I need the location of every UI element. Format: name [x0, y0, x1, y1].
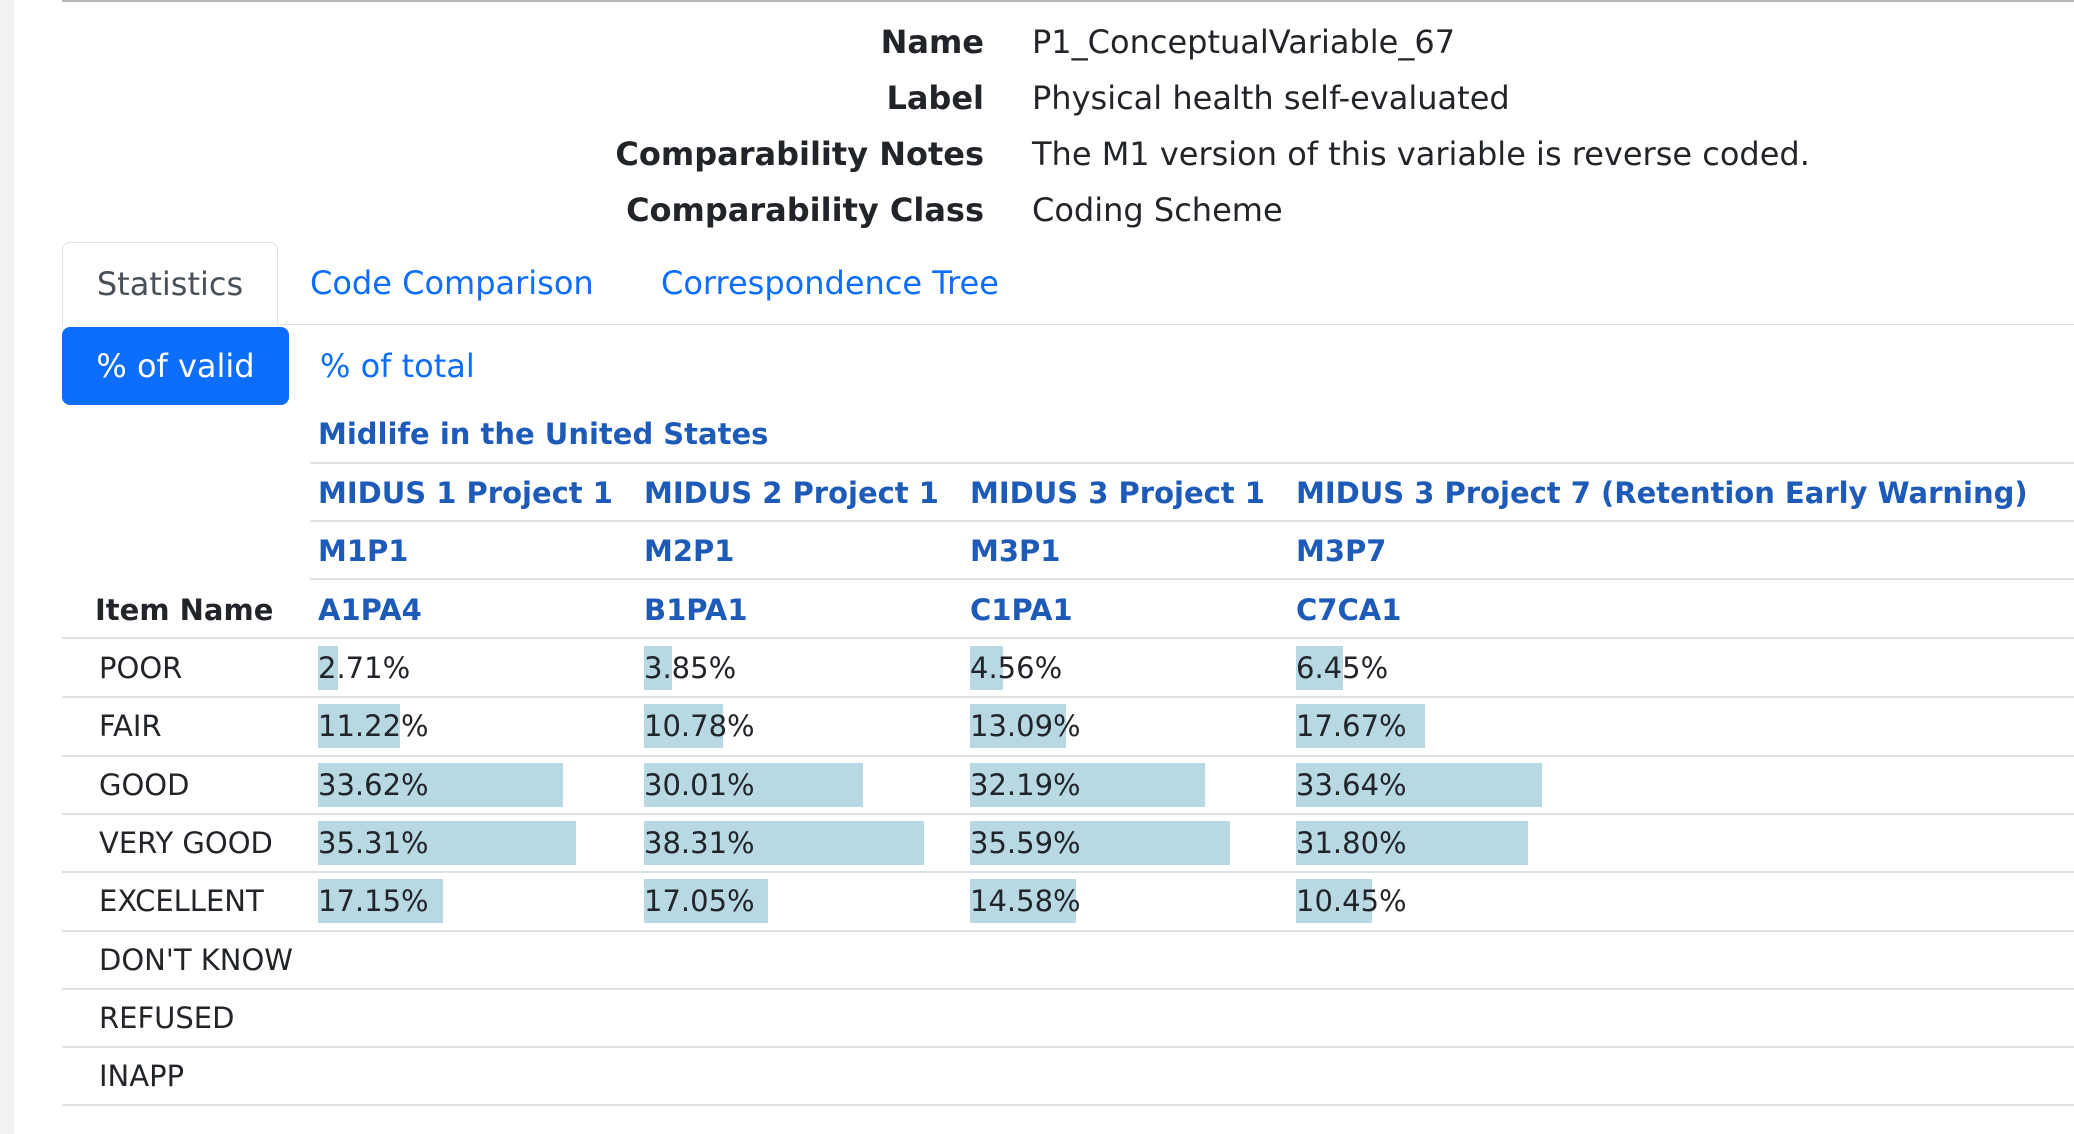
variable-header-2: B1PA1: [644, 593, 748, 627]
percent-value: 30.01%: [644, 768, 755, 802]
page-left-gutter: [0, 0, 14, 1134]
percent-bar: [970, 763, 1205, 807]
item-name-header: Item Name: [95, 593, 274, 627]
study-header: Midlife in the United States: [318, 417, 769, 451]
percent-bar: [318, 704, 400, 748]
percent-value: 33.62%: [318, 768, 429, 802]
percent-bar: [970, 879, 1076, 923]
percent-value: 14.58%: [970, 884, 1081, 918]
percent-bar: [970, 646, 1003, 690]
meta-row-notes: Comparability Notes The M1 version of th…: [0, 126, 2074, 182]
code-header-rule: [310, 578, 2074, 580]
percent-bar: [644, 704, 723, 748]
project-header-rule: [310, 520, 2074, 522]
study-header-rule: [310, 462, 2074, 464]
row-label: INAPP: [99, 1059, 185, 1093]
row-divider: [62, 1104, 2074, 1106]
code-header-4: M3P7: [1296, 534, 1387, 568]
meta-row-label: Label Physical health self-evaluated: [0, 70, 2074, 126]
project-header-2: MIDUS 2 Project 1: [644, 476, 939, 510]
percent-bar: [1296, 879, 1372, 923]
row-divider: [62, 755, 2074, 757]
row-divider: [62, 930, 2074, 932]
variable-header-1: A1PA4: [318, 593, 422, 627]
meta-key-name: Name: [880, 23, 984, 61]
top-divider: [62, 0, 2074, 2]
meta-key-notes: Comparability Notes: [615, 135, 984, 173]
percent-value: 10.45%: [1296, 884, 1407, 918]
tab-correspondence-tree[interactable]: Correspondence Tree: [661, 264, 999, 302]
pill-percent-valid[interactable]: % of valid: [62, 327, 289, 405]
percent-bar: [644, 763, 863, 807]
percent-value: 35.59%: [970, 826, 1081, 860]
percent-value: 35.31%: [318, 826, 429, 860]
row-label: DON'T KNOW: [99, 943, 293, 977]
row-label: EXCELLENT: [99, 884, 264, 918]
pill-percent-total[interactable]: % of total: [320, 347, 475, 385]
meta-val-class: Coding Scheme: [1032, 191, 1283, 229]
variable-header-3: C1PA1: [970, 593, 1073, 627]
tab-code-comparison[interactable]: Code Comparison: [310, 264, 594, 302]
meta-key-class: Comparability Class: [626, 191, 984, 229]
percent-value: 11.22%: [318, 709, 429, 743]
percent-value: 38.31%: [644, 826, 755, 860]
percent-value: 3.85%: [644, 651, 737, 685]
row-divider: [62, 1046, 2074, 1048]
percent-bar: [644, 646, 672, 690]
project-header-3: MIDUS 3 Project 1: [970, 476, 1265, 510]
percent-value: 4.56%: [970, 651, 1063, 685]
percent-bar: [644, 821, 924, 865]
percent-bar: [318, 879, 443, 923]
percent-bar: [644, 879, 768, 923]
row-label: VERY GOOD: [99, 826, 273, 860]
code-header-3: M3P1: [970, 534, 1061, 568]
project-header-4: MIDUS 3 Project 7 (Retention Early Warni…: [1296, 476, 2028, 510]
percent-bar: [318, 763, 563, 807]
percent-bar: [1296, 821, 1528, 865]
meta-val-label: Physical health self-evaluated: [1032, 79, 1510, 117]
code-header-1: M1P1: [318, 534, 409, 568]
percent-value: 2.71%: [318, 651, 411, 685]
percent-value: 17.05%: [644, 884, 755, 918]
meta-row-class: Comparability Class Coding Scheme: [0, 182, 2074, 238]
project-header-1: MIDUS 1 Project 1: [318, 476, 613, 510]
meta-val-notes: The M1 version of this variable is rever…: [1032, 135, 1810, 173]
row-divider: [62, 871, 2074, 873]
percent-value: 33.64%: [1296, 768, 1407, 802]
row-divider: [62, 988, 2074, 990]
percent-value: 17.67%: [1296, 709, 1407, 743]
code-header-2: M2P1: [644, 534, 735, 568]
percent-bar: [1296, 646, 1343, 690]
table-header-rule: [62, 637, 2074, 639]
percent-bar: [318, 821, 576, 865]
meta-val-name: P1_ConceptualVariable_67: [1032, 23, 1456, 61]
percent-bar: [1296, 763, 1542, 807]
tab-statistics[interactable]: Statistics: [62, 242, 278, 326]
row-label: GOOD: [99, 768, 190, 802]
row-divider: [62, 696, 2074, 698]
row-divider: [62, 813, 2074, 815]
percent-bar: [318, 646, 338, 690]
variable-header-4: C7CA1: [1296, 593, 1402, 627]
row-label: REFUSED: [99, 1001, 235, 1035]
percent-value: 32.19%: [970, 768, 1081, 802]
percent-value: 17.15%: [318, 884, 429, 918]
tabs-baseline: [62, 324, 2074, 325]
meta-row-name: Name P1_ConceptualVariable_67: [0, 14, 2074, 70]
percent-bar: [1296, 704, 1425, 748]
percent-value: 31.80%: [1296, 826, 1407, 860]
percent-value: 6.45%: [1296, 651, 1389, 685]
percent-value: 10.78%: [644, 709, 755, 743]
row-label: POOR: [99, 651, 183, 685]
row-label: FAIR: [99, 709, 162, 743]
percent-bar: [970, 821, 1230, 865]
meta-key-label: Label: [886, 79, 984, 117]
percent-value: 13.09%: [970, 709, 1081, 743]
percent-bar: [970, 704, 1066, 748]
